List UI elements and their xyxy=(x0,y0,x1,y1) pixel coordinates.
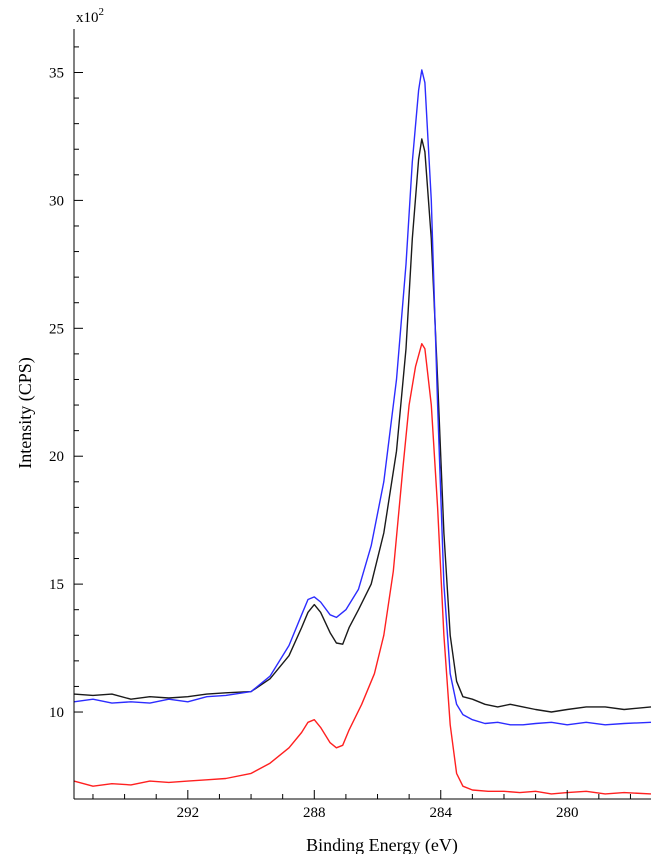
series-line-2 xyxy=(73,69,652,726)
y-tick-label: 15 xyxy=(49,577,64,593)
y-axis-multiplier-base: x10 xyxy=(76,10,99,26)
series-line-3 xyxy=(73,343,652,795)
y-tick-label: 10 xyxy=(49,705,64,721)
y-tick-label: 20 xyxy=(49,449,64,465)
series-layer xyxy=(73,69,652,795)
x-tick-label: 280 xyxy=(556,805,579,821)
y-axis-multiplier: x102 xyxy=(76,6,104,26)
series-line-1 xyxy=(73,138,652,713)
x-tick-label: 288 xyxy=(303,805,326,821)
axis-layer: 10 15 20 25 30 35 292 288 284 280 xyxy=(49,29,651,821)
y-tick-label: 35 xyxy=(49,65,64,81)
x-tick-label: 284 xyxy=(430,805,453,821)
x-axis-title: Binding Energy (eV) xyxy=(306,835,458,854)
y-axis-multiplier-exponent: 2 xyxy=(99,6,105,18)
y-axis-title: Intensity (CPS) xyxy=(15,357,36,469)
y-tick-label: 25 xyxy=(49,321,64,337)
y-tick-label: 30 xyxy=(49,193,64,209)
x-tick-label: 292 xyxy=(177,805,200,821)
